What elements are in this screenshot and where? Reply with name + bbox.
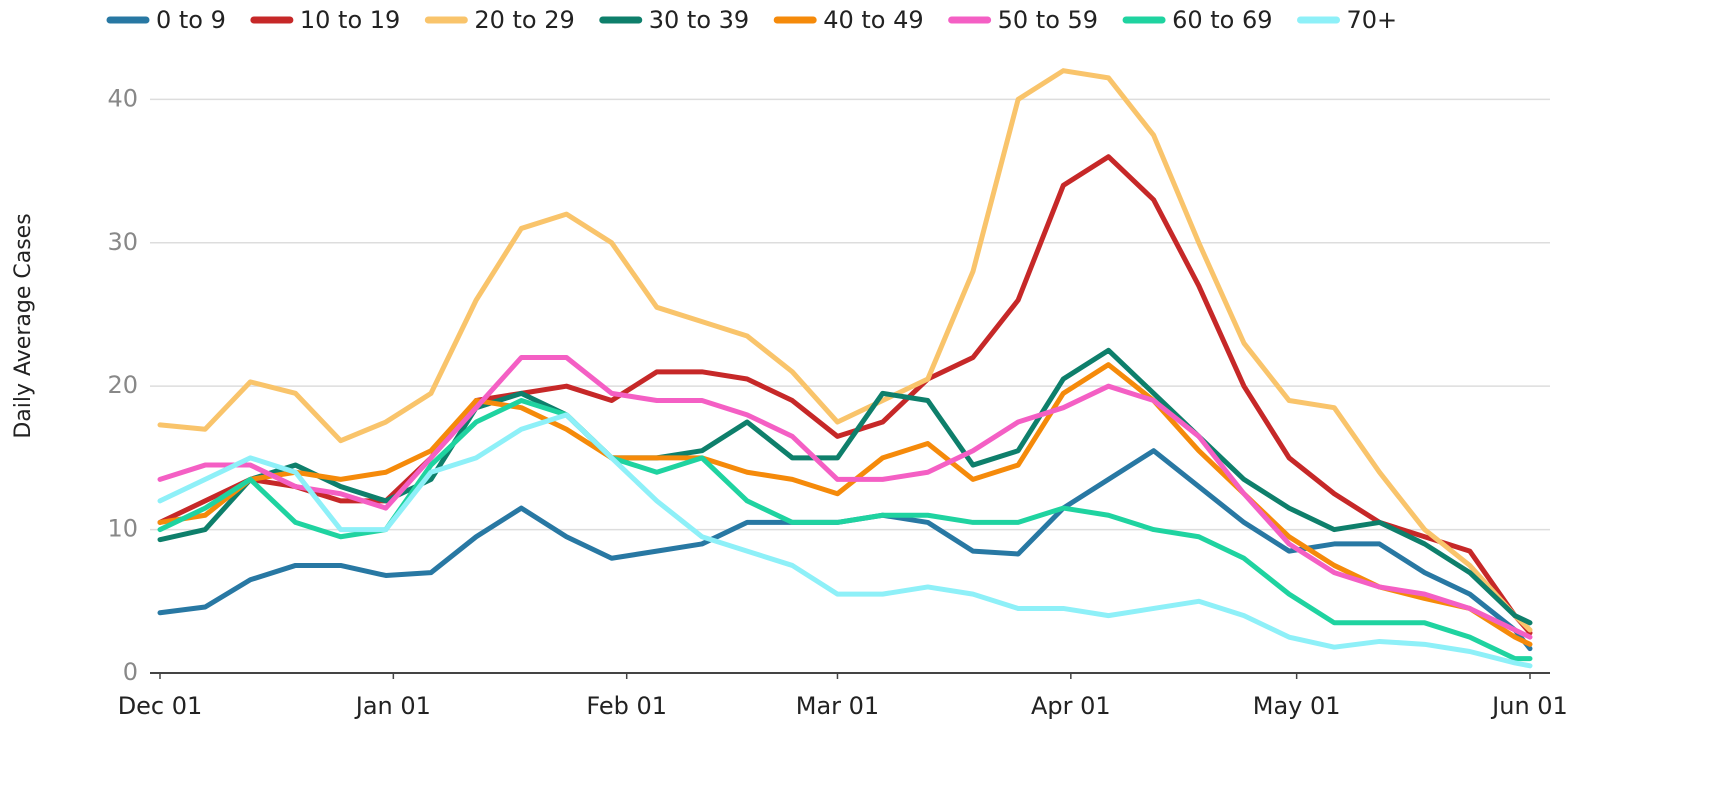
- y-axis-label: Daily Average Cases: [11, 213, 36, 438]
- x-tick-label: Jan 01: [354, 692, 431, 720]
- legend-label: 20 to 29: [474, 6, 574, 34]
- y-tick-label: 20: [107, 371, 138, 399]
- x-tick-label: Feb 01: [586, 692, 667, 720]
- x-tick-label: May 01: [1253, 692, 1341, 720]
- legend-label: 10 to 19: [300, 6, 400, 34]
- series-line: [157, 68, 1533, 633]
- y-tick-label: 40: [107, 84, 138, 112]
- x-tick-label: Dec 01: [118, 692, 203, 720]
- y-tick-label: 30: [107, 228, 138, 256]
- legend-label: 70+: [1347, 6, 1398, 34]
- x-tick-label: Mar 01: [796, 692, 879, 720]
- y-tick-label: 10: [107, 515, 138, 543]
- legend-label: 0 to 9: [156, 6, 226, 34]
- legend-label: 40 to 49: [823, 6, 923, 34]
- y-tick-label: 0: [123, 658, 138, 686]
- legend-label: 60 to 69: [1172, 6, 1272, 34]
- x-tick-label: Apr 01: [1031, 692, 1111, 720]
- series-line: [157, 362, 1533, 647]
- series-line: [157, 412, 1533, 669]
- x-tick-label: Jun 01: [1490, 692, 1568, 720]
- series-line: [157, 355, 1533, 640]
- legend-label: 50 to 59: [998, 6, 1098, 34]
- legend-label: 30 to 39: [649, 6, 749, 34]
